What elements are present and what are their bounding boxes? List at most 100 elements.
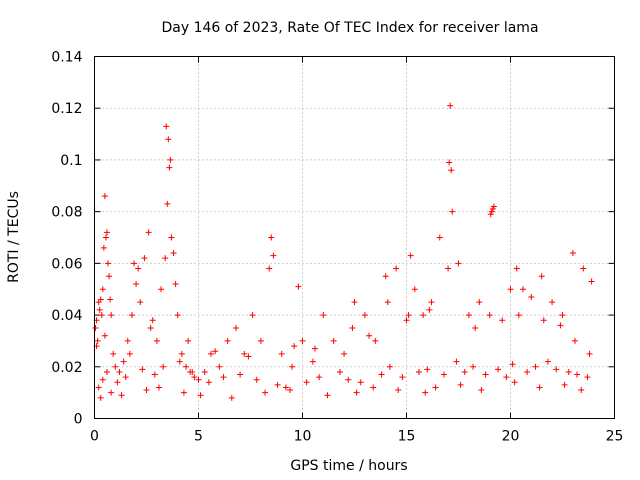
x-tick-label: 15 (398, 429, 416, 445)
data-point (94, 337, 101, 344)
data-point (330, 337, 337, 344)
data-point (366, 332, 373, 339)
data-point (536, 384, 543, 391)
data-point (503, 374, 510, 381)
x-tick-label: 25 (606, 429, 624, 445)
data-point (447, 102, 454, 109)
data-point (411, 286, 418, 293)
data-point (316, 374, 323, 381)
data-point (309, 358, 316, 365)
data-point (544, 358, 551, 365)
data-point (311, 345, 318, 352)
data-point (455, 260, 462, 267)
data-point (448, 167, 455, 174)
data-point (557, 322, 564, 329)
data-point (436, 234, 443, 241)
data-point (478, 387, 485, 394)
data-point (118, 392, 125, 399)
data-point (178, 350, 185, 357)
data-point (361, 312, 368, 319)
data-point (170, 250, 177, 257)
data-point (486, 312, 493, 319)
data-point (189, 368, 196, 375)
data-point (538, 273, 545, 280)
data-point (532, 363, 539, 370)
data-point (103, 229, 110, 236)
data-point (110, 350, 117, 357)
data-point (99, 376, 106, 383)
data-point (162, 255, 169, 262)
data-point (488, 208, 495, 215)
data-point (299, 337, 306, 344)
data-point (395, 387, 402, 394)
data-point (95, 384, 102, 391)
data-point (303, 379, 310, 386)
data-point (145, 229, 152, 236)
data-point (565, 368, 572, 375)
data-point (224, 337, 231, 344)
data-point (378, 371, 385, 378)
data-point (357, 379, 364, 386)
data-point (160, 363, 167, 370)
data-point (216, 363, 223, 370)
data-point (403, 317, 410, 324)
data-point (167, 156, 174, 163)
data-point (507, 286, 514, 293)
data-point (212, 348, 219, 355)
data-point (262, 389, 269, 396)
data-point (386, 363, 393, 370)
data-point (482, 371, 489, 378)
data-point (445, 265, 452, 272)
data-point (99, 286, 106, 293)
data-point (291, 343, 298, 350)
data-point (106, 273, 113, 280)
data-point (105, 260, 112, 267)
data-point (112, 363, 119, 370)
data-point (185, 337, 192, 344)
data-point (158, 286, 165, 293)
data-point (166, 164, 173, 171)
x-tick-label: 10 (294, 429, 312, 445)
data-point (253, 376, 260, 383)
y-tick-label: 0.08 (51, 205, 82, 221)
data-point (147, 325, 154, 331)
data-point (399, 374, 406, 381)
data-point (384, 299, 391, 306)
y-tick-label: 0.04 (51, 308, 82, 324)
x-tick-label: 5 (194, 429, 203, 445)
data-point (490, 203, 497, 210)
x-tick-label: 0 (90, 429, 99, 445)
data-point (96, 306, 103, 313)
data-point (122, 374, 129, 381)
data-point (102, 234, 109, 241)
data-point (499, 317, 506, 324)
y-tick-labels: 0 0.02 0.04 0.06 0.08 0.1 0.12 0.14 (51, 50, 82, 428)
plot-frame (94, 56, 615, 419)
data-point (141, 255, 148, 262)
data-point (164, 200, 171, 207)
data-point (207, 350, 214, 357)
data-point (524, 368, 531, 375)
data-point (114, 379, 121, 386)
data-point (92, 325, 99, 331)
data-point (569, 250, 576, 257)
x-tick-labels: 0 5 10 15 20 25 (90, 429, 623, 445)
data-point (578, 387, 585, 394)
data-point (549, 299, 556, 306)
data-point (282, 384, 289, 391)
data-point (341, 350, 348, 357)
data-point (559, 312, 566, 319)
data-point (135, 265, 142, 272)
data-point (465, 312, 472, 319)
data-point (228, 394, 235, 401)
data-point (201, 368, 208, 375)
data-point (453, 358, 460, 365)
data-point (393, 265, 400, 272)
data-point (495, 366, 502, 373)
data-point (274, 381, 281, 388)
data-point (511, 379, 518, 386)
data-point (143, 387, 150, 394)
data-point (553, 366, 560, 373)
data-point (320, 312, 327, 319)
data-point (428, 299, 435, 306)
